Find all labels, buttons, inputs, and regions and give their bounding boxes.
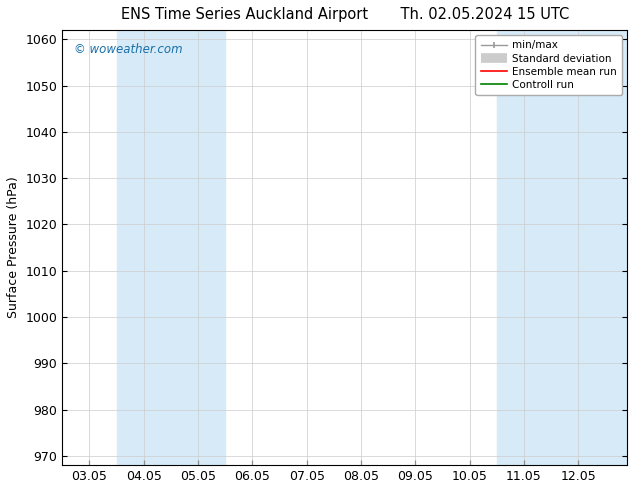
Bar <box>117 30 225 465</box>
Text: © woweather.com: © woweather.com <box>74 43 182 56</box>
Legend: min/max, Standard deviation, Ensemble mean run, Controll run: min/max, Standard deviation, Ensemble me… <box>476 35 622 95</box>
Title: ENS Time Series Auckland Airport       Th. 02.05.2024 15 UTC: ENS Time Series Auckland Airport Th. 02.… <box>120 7 569 22</box>
Y-axis label: Surface Pressure (hPa): Surface Pressure (hPa) <box>7 177 20 318</box>
Bar <box>496 30 627 465</box>
